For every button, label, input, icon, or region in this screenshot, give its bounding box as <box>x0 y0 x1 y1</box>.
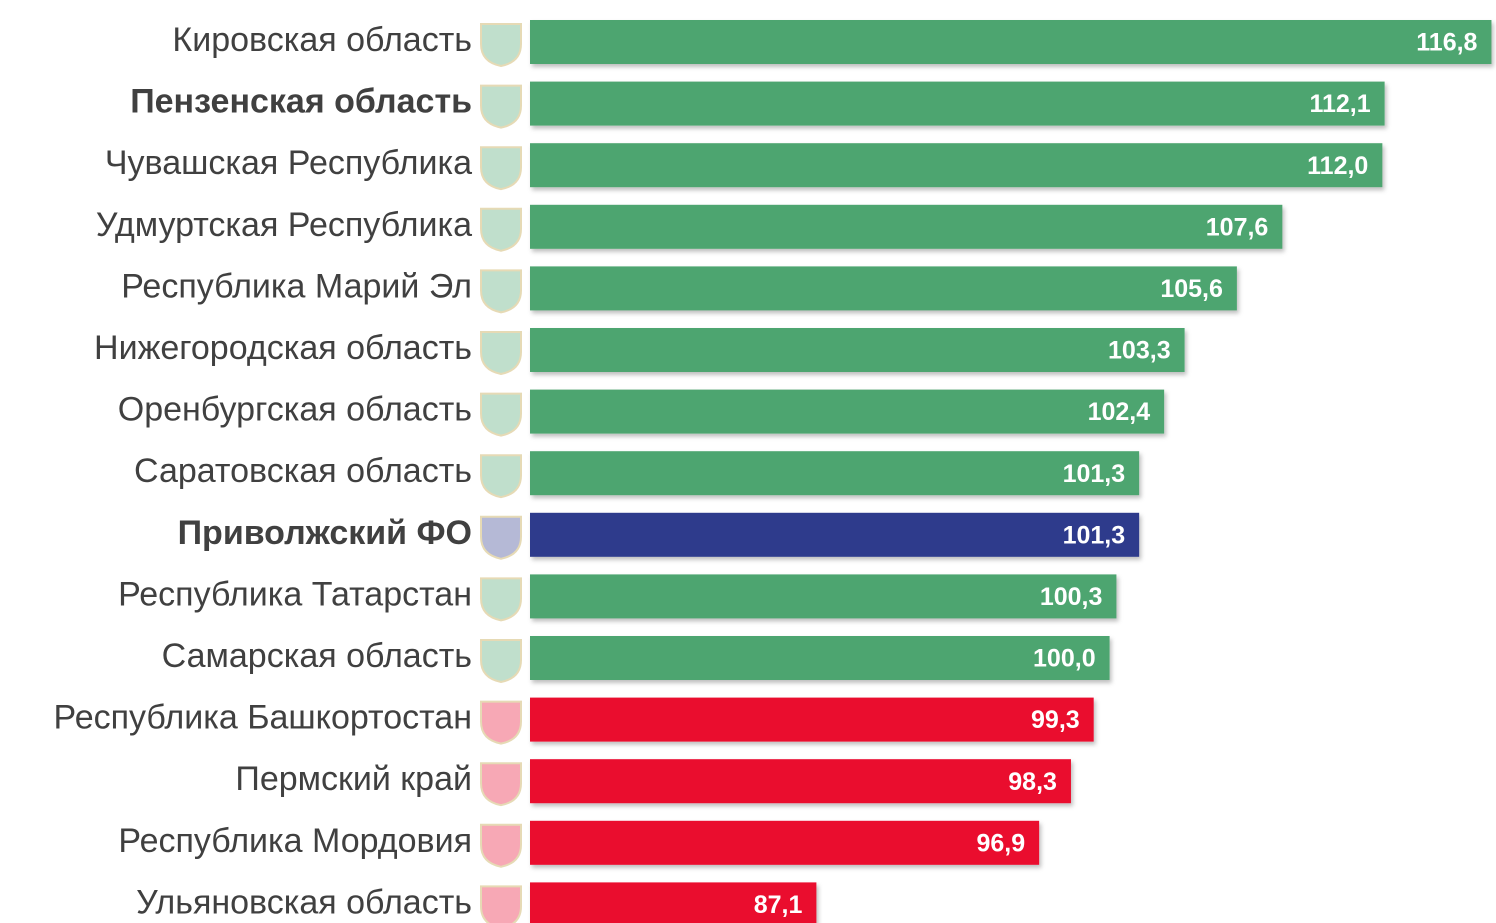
value-label: 98,3 <box>1008 768 1057 796</box>
bar <box>530 882 817 923</box>
value-label: 107,6 <box>1206 213 1269 241</box>
value-label: 87,1 <box>754 891 803 919</box>
category-label: Республика Татарстан <box>118 575 472 613</box>
value-label: 100,0 <box>1033 645 1096 673</box>
bar <box>530 266 1237 311</box>
bar <box>530 512 1140 557</box>
emblem-icon <box>480 515 522 560</box>
emblem-icon <box>480 762 522 807</box>
value-label: 99,3 <box>1031 706 1080 734</box>
value-label: 112,0 <box>1307 152 1368 180</box>
category-label: Республика Мордовия <box>118 822 472 860</box>
emblem-icon <box>480 269 522 314</box>
bar <box>530 574 1117 619</box>
category-label: Оренбургская область <box>118 391 472 429</box>
emblem-icon <box>480 23 522 68</box>
bar <box>530 143 1383 188</box>
value-label: 102,4 <box>1088 398 1151 426</box>
category-label: Саратовская область <box>134 452 472 490</box>
bar <box>530 451 1140 496</box>
value-label: 112,1 <box>1309 90 1370 118</box>
value-label: 105,6 <box>1160 275 1223 303</box>
emblem-icon <box>480 639 522 684</box>
category-label: Приволжский ФО <box>178 514 472 552</box>
category-label: Чувашская Республика <box>105 144 472 182</box>
bar <box>530 636 1110 680</box>
emblem-icon <box>480 146 522 191</box>
value-label: 101,3 <box>1063 521 1126 549</box>
bar <box>530 20 1492 64</box>
category-label: Республика Башкортостан <box>54 699 472 737</box>
emblem-icon <box>480 700 522 745</box>
emblem-icon <box>480 823 522 868</box>
value-label: 103,3 <box>1108 337 1171 365</box>
category-label: Пермский край <box>235 760 472 798</box>
category-label: Ульяновская область <box>136 883 472 921</box>
emblem-icon <box>480 885 522 923</box>
bar <box>530 204 1283 249</box>
emblem-icon <box>480 577 522 622</box>
category-label: Самарская область <box>162 637 472 675</box>
category-label: Удмуртская Республика <box>96 206 472 244</box>
emblem-icon <box>480 331 522 376</box>
value-label: 101,3 <box>1063 460 1126 488</box>
value-label: 96,9 <box>976 829 1025 857</box>
bar <box>530 697 1094 742</box>
bar <box>530 759 1071 804</box>
emblem-icon <box>480 84 522 129</box>
category-label: Пензенская область <box>130 83 472 121</box>
bar <box>530 820 1040 865</box>
emblem-icon <box>480 392 522 437</box>
bar <box>530 328 1185 372</box>
category-label: Республика Марий Эл <box>121 267 472 305</box>
bar <box>530 81 1385 126</box>
category-label: Кировская область <box>172 21 472 59</box>
emblem-icon <box>480 207 522 252</box>
emblem-icon <box>480 454 522 499</box>
value-label: 116,8 <box>1416 29 1477 57</box>
value-label: 100,3 <box>1040 583 1103 611</box>
bar <box>530 389 1165 434</box>
category-label: Нижегородская область <box>94 329 472 367</box>
